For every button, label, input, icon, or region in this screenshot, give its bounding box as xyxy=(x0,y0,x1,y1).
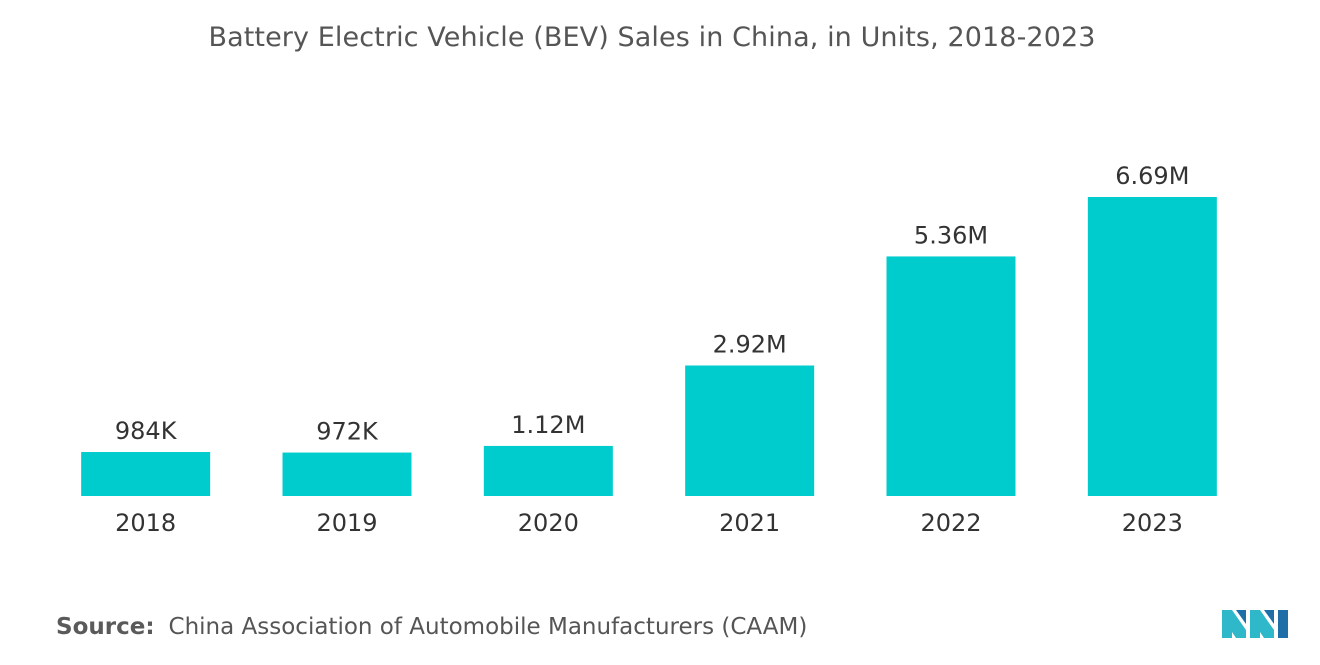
bar-2021 xyxy=(685,365,815,496)
x-axis-ticks-group: 2018 2019 2020 2021 2022 2023 xyxy=(115,509,1183,537)
data-label-2020: 1.12M xyxy=(511,411,585,439)
data-label-2019: 972K xyxy=(316,418,379,446)
x-tick-label-2020: 2020 xyxy=(518,509,579,537)
bar-2022 xyxy=(886,256,1016,496)
x-tick-label-2018: 2018 xyxy=(115,509,176,537)
bar-2018 xyxy=(81,452,211,496)
source-note: Source: China Association of Automobile M… xyxy=(56,614,807,640)
data-label-2023: 6.69M xyxy=(1115,162,1189,190)
bar-2019 xyxy=(282,452,412,496)
bar-2020 xyxy=(483,445,613,496)
data-labels-group: 984K 972K 1.12M 2.92M 5.36M 6.69M xyxy=(115,162,1190,446)
x-tick-label-2021: 2021 xyxy=(719,509,780,537)
source-label: Source: xyxy=(56,614,155,640)
bars-group xyxy=(81,197,1217,496)
mordor-intelligence-logo-icon xyxy=(1222,604,1290,644)
x-tick-label-2022: 2022 xyxy=(920,509,981,537)
data-label-2022: 5.36M xyxy=(914,221,988,249)
data-label-2021: 2.92M xyxy=(713,330,787,358)
x-tick-label-2019: 2019 xyxy=(316,509,377,537)
bar-chart: 984K 972K 1.12M 2.92M 5.36M 6.69M 2018 2019 202… xyxy=(81,162,1217,537)
chart-title: Battery Electric Vehicle (BEV) Sales in … xyxy=(208,22,1096,53)
x-tick-label-2023: 2023 xyxy=(1122,509,1183,537)
data-label-2018: 984K xyxy=(115,417,178,445)
bar-2023 xyxy=(1087,197,1217,496)
source-text: China Association of Automobile Manufact… xyxy=(168,614,808,640)
